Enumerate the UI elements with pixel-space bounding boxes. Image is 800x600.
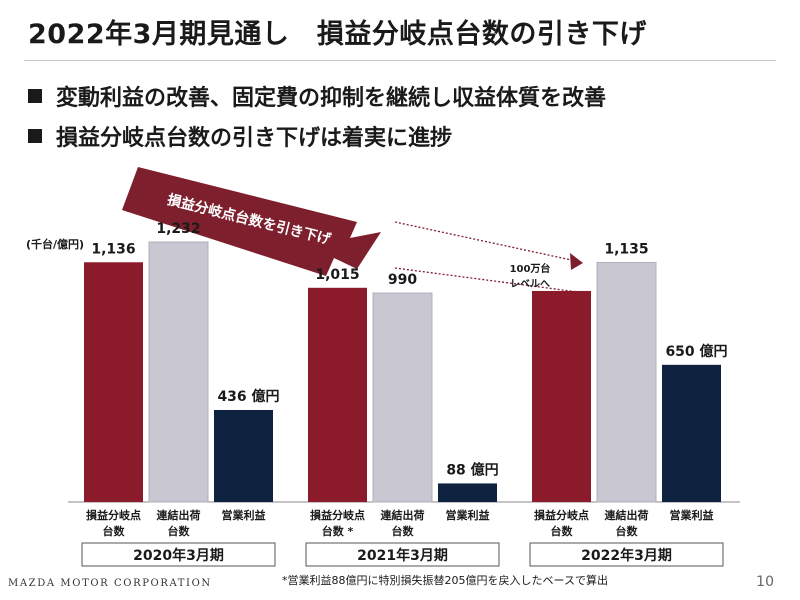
callout-line-2: レベルへ	[510, 278, 550, 290]
period-label-1: 2020年3月期	[133, 547, 224, 564]
bar-label-2-1: 連結出荷	[157, 508, 201, 522]
chart-unit-label: (千台/億円)	[26, 237, 84, 251]
bar-2-1	[148, 241, 209, 503]
square-bullet-icon	[28, 129, 42, 143]
period-box-3	[529, 542, 724, 567]
breakeven-reduction-arrow-icon	[122, 167, 381, 276]
bar-label-2-3: 連結出荷	[605, 508, 649, 522]
data-label-3-2: 88 億円	[446, 461, 498, 478]
bar-sublabel-1-1: 台数	[103, 524, 126, 538]
bar-1-2	[308, 287, 367, 502]
bar-label-1-3: 損益分岐点	[534, 508, 589, 522]
bar-sublabel-1-2: 台数 *	[322, 524, 354, 538]
bar-3-2	[438, 483, 497, 502]
data-label-3-3: 650 億円	[665, 343, 727, 360]
square-bullet-icon	[28, 89, 42, 103]
data-label-2-2: 990	[388, 272, 417, 288]
page-title: 2022年3月期見通し 損益分岐点台数の引き下げ	[28, 19, 647, 50]
bar-3-3	[662, 364, 721, 502]
dotted-guide-lines	[394, 221, 579, 293]
data-label-1-2: 1,015	[315, 267, 359, 283]
bar-1-3	[532, 290, 591, 502]
guide-arrowhead-icon	[570, 253, 583, 270]
bar-sublabel-2-1: 台数	[168, 524, 191, 538]
period-label-2: 2021年3月期	[357, 547, 448, 564]
bar-2-2	[372, 292, 433, 503]
bar-label-1-1: 損益分岐点	[86, 508, 141, 522]
period-box-1	[81, 542, 276, 567]
bar-label-1-2: 損益分岐点	[310, 508, 365, 522]
company-brand: MAZDA MOTOR CORPORATION	[8, 578, 212, 589]
title-divider	[24, 60, 776, 61]
bullet-text-2: 損益分岐点台数の引き下げは着実に進捗	[56, 126, 453, 151]
bar-sublabel-2-3: 台数	[616, 524, 639, 538]
data-label-1-1: 1,136	[91, 241, 135, 257]
bullet-item-2: 損益分岐点台数の引き下げは着実に進捗	[28, 120, 452, 152]
period-box-2	[305, 542, 500, 567]
callout-line-1: 100万台	[510, 262, 551, 275]
bar-label-2-2: 連結出荷	[381, 508, 425, 522]
bar-sublabel-1-3: 台数	[551, 524, 574, 538]
bullet-item-1: 変動利益の改善、固定費の抑制を継続し収益体質を改善	[28, 80, 606, 112]
data-label-2-1: 1,232	[156, 221, 200, 237]
data-label-3-1: 436 億円	[217, 388, 279, 405]
bar-2-3	[596, 261, 657, 503]
period-label-3: 2022年3月期	[581, 547, 672, 564]
bar-1-1	[84, 262, 143, 502]
bar-label-3-1: 営業利益	[222, 508, 266, 522]
bullet-text-1: 変動利益の改善、固定費の抑制を継続し収益体質を改善	[56, 86, 607, 111]
page-number: 10	[756, 574, 774, 590]
footnote: *営業利益88億円に特別損失振替205億円を戻入したベースで算出	[282, 574, 608, 587]
bar-label-3-2: 営業利益	[446, 508, 490, 522]
bar-sublabel-2-2: 台数	[392, 524, 415, 538]
data-label-2-3: 1,135	[604, 241, 648, 257]
bar-3-1	[214, 409, 273, 502]
bar-label-3-3: 営業利益	[670, 508, 714, 522]
